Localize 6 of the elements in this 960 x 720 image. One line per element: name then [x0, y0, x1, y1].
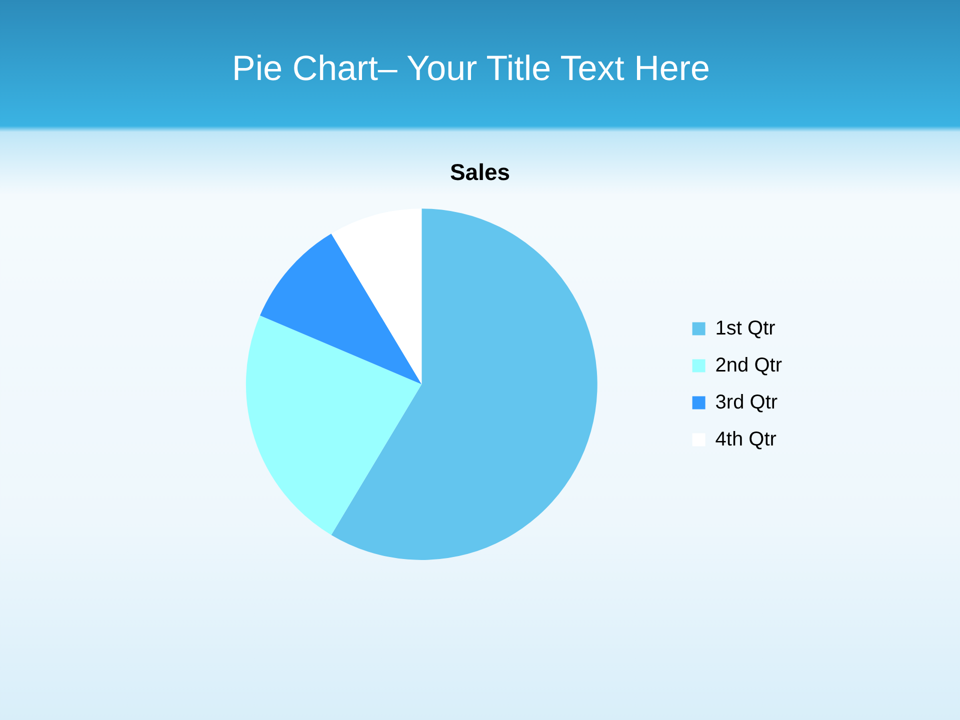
chart-subtitle: Sales [450, 159, 510, 186]
legend-label: 3rd Qtr [715, 391, 778, 414]
chart-title: Pie Chart– Your Title Text Here [231, 48, 711, 90]
legend-label: 2nd Qtr [715, 354, 782, 376]
legend-label: 4th Qtr [715, 428, 777, 450]
legend-label: 1st Qtr [715, 317, 776, 340]
